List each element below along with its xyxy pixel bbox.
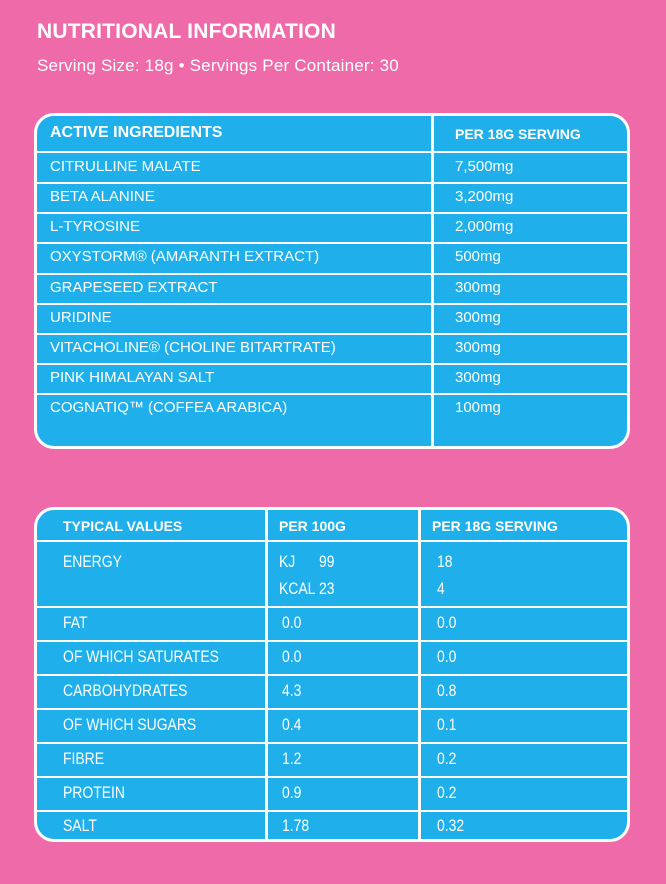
energy-kj-per100: 99 [319, 552, 335, 571]
value-per-100g: 1.2 [282, 749, 302, 768]
table-row-energy: ENERGY KJ 99 KCAL 23 18 4 [37, 542, 627, 606]
table-row: BETA ALANINE 3,200mg [37, 182, 627, 212]
ingredient-amount: 2,000mg [455, 218, 514, 235]
row-divider [37, 303, 627, 305]
table-header: TYPICAL VALUES PER 100G PER 18G SERVING [37, 510, 627, 541]
nutrient-name: CARBOHYDRATES [63, 681, 188, 700]
table-row: OF WHICH SUGARS 0.4 0.1 [37, 710, 627, 742]
value-per-100g: 0.4 [282, 715, 302, 734]
nutrient-name: OF WHICH SUGARS [63, 715, 197, 734]
nutrient-name: SALT [63, 816, 97, 835]
table-row: PINK HIMALAYAN SALT 300mg [37, 363, 627, 393]
row-divider [37, 333, 627, 335]
row-divider [37, 540, 627, 542]
ingredient-amount: 300mg [455, 369, 501, 386]
row-divider [37, 606, 627, 608]
ingredient-amount: 300mg [455, 309, 501, 326]
table-row: SALT 1.78 0.32 [37, 812, 627, 839]
table-header: ACTIVE INGREDIENTS PER 18G SERVING [37, 116, 627, 152]
table-row: COGNATIQ™ (COFFEA ARABICA) 100mg [37, 393, 627, 423]
value-per-100g: 4.3 [282, 681, 302, 700]
energy-kcal-label: KCAL [279, 579, 316, 598]
typical-values-table: TYPICAL VALUES PER 100G PER 18G SERVING … [34, 507, 630, 842]
energy-kcal-serving: 4 [437, 579, 445, 598]
value-per-serving: 0.0 [437, 647, 457, 666]
header-per-100g: PER 100G [279, 518, 346, 534]
nutrient-name: FAT [63, 613, 88, 632]
value-per-serving: 0.1 [437, 715, 457, 734]
table-row: L-TYROSINE 2,000mg [37, 212, 627, 242]
value-per-serving: 0.8 [437, 681, 457, 700]
row-divider [37, 363, 627, 365]
table-row: OXYSTORM® (AMARANTH EXTRACT) 500mg [37, 242, 627, 272]
energy-kj-serving: 18 [437, 552, 453, 571]
table-row: VITACHOLINE® (CHOLINE BITARTRATE) 300mg [37, 333, 627, 363]
row-divider [37, 212, 627, 214]
row-divider [37, 182, 627, 184]
value-per-100g: 0.0 [282, 647, 302, 666]
table-row: GRAPESEED EXTRACT 300mg [37, 273, 627, 303]
ingredient-amount: 500mg [455, 248, 501, 265]
ingredient-amount: 100mg [455, 399, 501, 416]
active-ingredients-table: ACTIVE INGREDIENTS PER 18G SERVING CITRU… [34, 113, 630, 449]
row-divider [37, 776, 627, 778]
page-title: NUTRITIONAL INFORMATION [37, 20, 336, 43]
energy-kcal-per100: 23 [319, 579, 335, 598]
table-row: FAT 0.0 0.0 [37, 608, 627, 640]
table-row: OF WHICH SATURATES 0.0 0.0 [37, 642, 627, 674]
row-divider [37, 708, 627, 710]
ingredient-name: URIDINE [50, 309, 112, 326]
table-row: CARBOHYDRATES 4.3 0.8 [37, 676, 627, 708]
header-active-ingredients: ACTIVE INGREDIENTS [50, 124, 223, 141]
nutrient-name: OF WHICH SATURATES [63, 647, 219, 666]
nutrient-name: ENERGY [63, 552, 122, 571]
nutrient-name: FIBRE [63, 749, 105, 768]
nutrient-name: PROTEIN [63, 783, 125, 802]
column-divider [431, 116, 434, 446]
row-divider [37, 640, 627, 642]
ingredient-name: BETA ALANINE [50, 188, 155, 205]
table-row: URIDINE 300mg [37, 303, 627, 333]
header-per-serving: PER 18G SERVING [432, 518, 558, 534]
ingredient-name: GRAPESEED EXTRACT [50, 279, 218, 296]
ingredient-amount: 300mg [455, 339, 501, 356]
value-per-serving: 0.0 [437, 613, 457, 632]
serving-info: Serving Size: 18g • Servings Per Contain… [37, 56, 399, 75]
value-per-serving: 0.2 [437, 749, 457, 768]
value-per-100g: 1.78 [282, 816, 310, 835]
row-divider [37, 273, 627, 275]
table-row: PROTEIN 0.9 0.2 [37, 778, 627, 810]
row-divider [37, 674, 627, 676]
row-divider [37, 810, 627, 812]
row-divider [37, 742, 627, 744]
value-per-serving: 0.2 [437, 783, 457, 802]
ingredient-name: COGNATIQ™ (COFFEA ARABICA) [50, 399, 288, 416]
ingredient-name: OXYSTORM® (AMARANTH EXTRACT) [50, 248, 320, 265]
row-divider [37, 242, 627, 244]
header-typical-values: TYPICAL VALUES [63, 518, 183, 534]
ingredient-name: CITRULLINE MALATE [50, 158, 201, 175]
table-row: CITRULLINE MALATE 7,500mg [37, 152, 627, 182]
energy-kj-label: KJ [279, 552, 296, 571]
value-per-serving: 0.32 [437, 816, 465, 835]
ingredient-amount: 7,500mg [455, 158, 514, 175]
value-per-100g: 0.9 [282, 783, 302, 802]
ingredient-name: PINK HIMALAYAN SALT [50, 369, 215, 386]
ingredient-name: VITACHOLINE® (CHOLINE BITARTRATE) [50, 339, 336, 356]
ingredient-amount: 3,200mg [455, 188, 514, 205]
table-row: FIBRE 1.2 0.2 [37, 744, 627, 776]
ingredient-name: L-TYROSINE [50, 218, 141, 235]
ingredient-amount: 300mg [455, 279, 501, 296]
header-per-serving: PER 18G SERVING [455, 126, 581, 142]
row-divider [37, 393, 627, 395]
row-divider [37, 151, 627, 153]
value-per-100g: 0.0 [282, 613, 302, 632]
